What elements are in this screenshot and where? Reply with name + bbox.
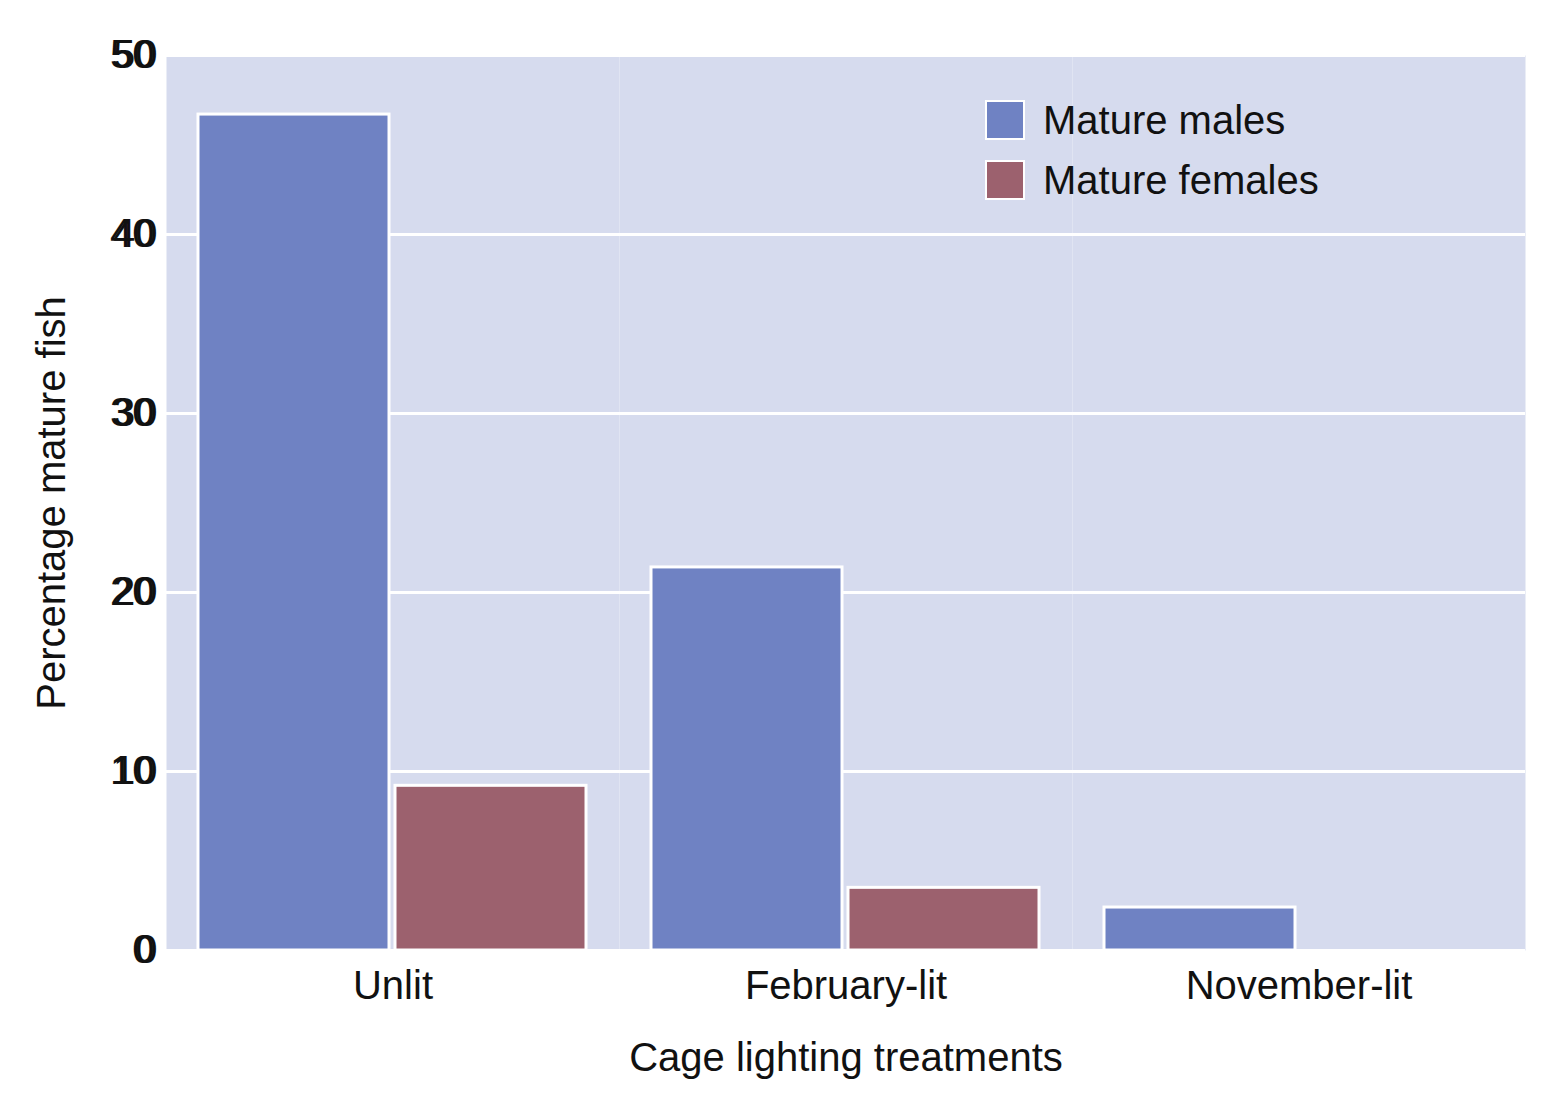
svg-text:30: 30 xyxy=(110,390,155,434)
svg-text:20: 20 xyxy=(110,569,155,613)
html-text:Mature males: Mature males xyxy=(1043,98,1286,142)
html-text:Mature females: Mature females xyxy=(1043,158,1319,202)
svg-text:Percentage mature fish: Percentage mature fish xyxy=(29,296,73,710)
svg-text:February-lit: February-lit xyxy=(745,963,947,1007)
svg-text:Cage lighting treatments: Cage lighting treatments xyxy=(629,1035,1063,1079)
svg-text:10: 10 xyxy=(110,748,155,792)
svg-text:November-lit: November-lit xyxy=(1186,963,1413,1007)
svg-text:40: 40 xyxy=(110,211,155,255)
svg-text:0: 0 xyxy=(132,927,154,971)
svg-text:50: 50 xyxy=(110,32,155,76)
svg-text:Unlit: Unlit xyxy=(353,963,433,1007)
